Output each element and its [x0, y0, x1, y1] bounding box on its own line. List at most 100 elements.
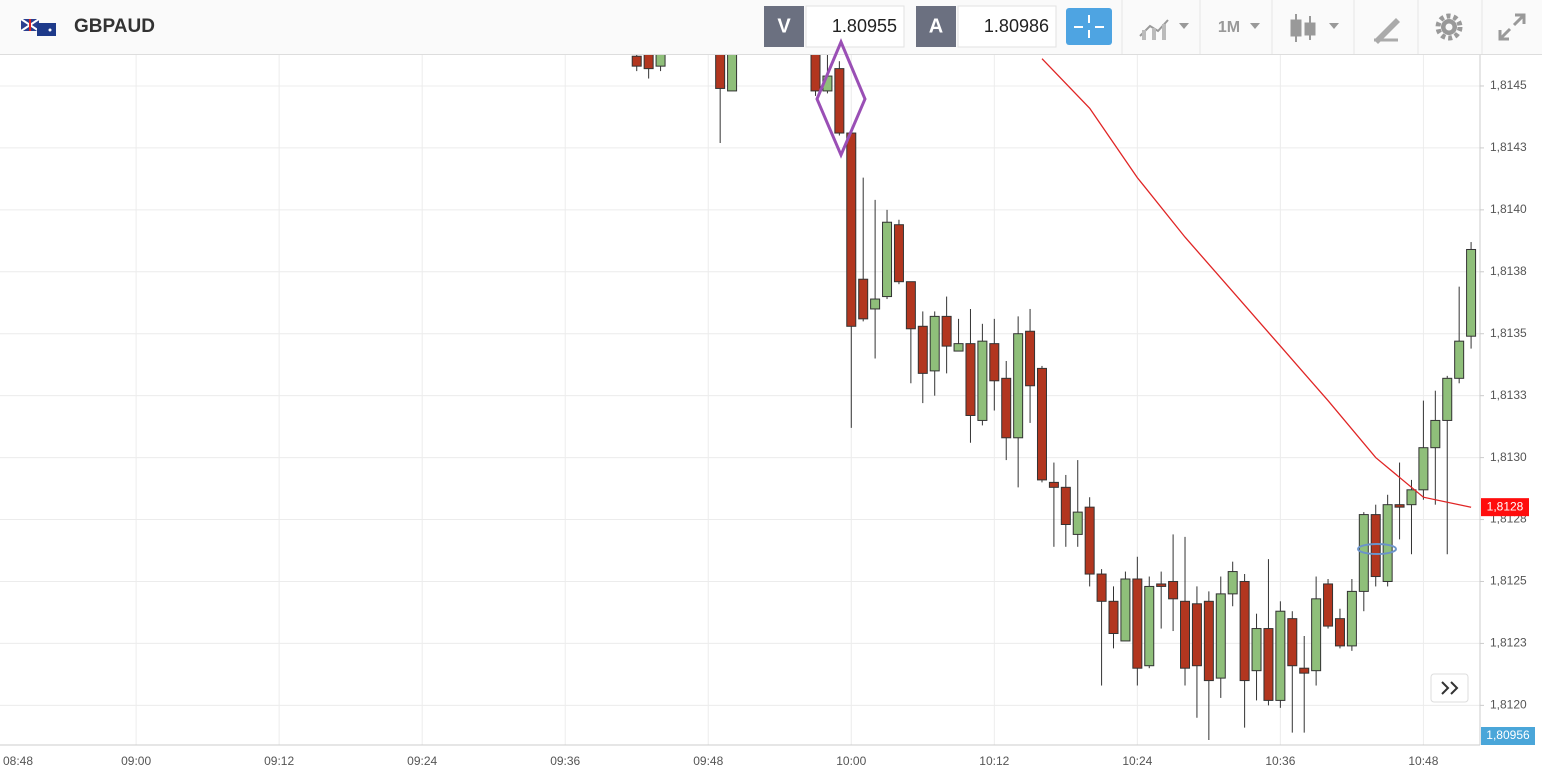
settings-button[interactable]: [1435, 13, 1463, 41]
x-tick-label: 09:24: [407, 754, 437, 768]
ellipse-marker: [1357, 543, 1397, 555]
candle-body-down: [1334, 618, 1345, 647]
y-tick-label: 1,8130: [1490, 450, 1527, 464]
candle-body-down: [858, 278, 869, 320]
candle-body-up: [727, 55, 738, 92]
candle-body-down: [1239, 580, 1250, 682]
candle-body-down: [1203, 600, 1214, 682]
candle-body-down: [1180, 600, 1191, 669]
candle-body-up: [953, 343, 964, 352]
crosshair-button[interactable]: [1066, 8, 1112, 45]
y-tick-label: 1,8123: [1490, 636, 1527, 650]
ma-tag: 1,8128: [1487, 499, 1524, 513]
ma-tag-bg: [1481, 498, 1529, 517]
y-tick-label: 1,8145: [1490, 78, 1527, 92]
candle-body-down: [1263, 628, 1274, 701]
candle-body-up: [977, 340, 988, 421]
candle-body-up: [1227, 571, 1238, 595]
candle-body-up: [1144, 585, 1155, 667]
candle-body-down: [1287, 618, 1298, 667]
candle-body-down: [1156, 583, 1167, 587]
candle-body-down: [1025, 330, 1036, 387]
candle-body-down: [846, 132, 857, 327]
timeframe: 1M: [1218, 19, 1240, 36]
candle-body-down: [1060, 486, 1071, 525]
candle-body-down: [1132, 578, 1143, 669]
drawing-tool-button[interactable]: [1374, 18, 1400, 44]
candle-body-down: [905, 281, 916, 330]
candle-body-down: [1001, 377, 1012, 439]
candle-body-down: [834, 68, 845, 134]
candle-body-up: [1430, 419, 1441, 449]
axes: 1,8120 1,8123 1,8125 1,8128 1,8130 1,8133 1,81…: [0, 55, 1527, 768]
candle-body-up: [655, 55, 666, 67]
x-tick-label: 10:48: [1408, 754, 1438, 768]
price-tags: 1,8128 1,80956: [1481, 498, 1535, 745]
candle-body-up: [1382, 504, 1393, 582]
x-tick-label: 09:12: [264, 754, 294, 768]
bid-label: V: [777, 15, 791, 37]
candle-body-up: [1406, 489, 1417, 506]
candle-body-down: [941, 315, 952, 347]
symbol: GBPAUD: [74, 16, 155, 37]
candle-body-down: [1394, 504, 1405, 508]
candle-style-button[interactable]: [1290, 14, 1339, 42]
y-tick-label: 1,8143: [1490, 140, 1527, 154]
price-tag: 1,80956: [1486, 728, 1530, 742]
candle-body-down: [643, 55, 654, 70]
candle-body-down: [1168, 580, 1179, 600]
ask-label: A: [929, 15, 943, 37]
toolbar: GBPAUD V 1.80955 A 1.80986 1M: [0, 0, 1542, 55]
chart-type-button[interactable]: [1139, 19, 1189, 40]
candle-body-down: [631, 55, 642, 67]
x-tick-label: 10:12: [979, 754, 1009, 768]
candle-body-up: [1346, 590, 1357, 647]
candle-body-down: [1323, 583, 1334, 627]
scroll-right-button[interactable]: [1430, 673, 1469, 703]
candle-body-down: [1108, 600, 1119, 635]
x-tick-label: 10:24: [1122, 754, 1152, 768]
candle-body-down: [1299, 667, 1310, 674]
timeframe-button[interactable]: 1M: [1218, 19, 1260, 36]
y-tick-label: 1,8135: [1490, 326, 1527, 340]
bid-button[interactable]: [764, 6, 804, 47]
candle-body-up: [1072, 511, 1083, 535]
ask-box: [957, 5, 1057, 48]
candle-body-down: [917, 325, 928, 374]
x-tick-label: 10:36: [1265, 754, 1295, 768]
moving-average-line: [1041, 58, 1472, 508]
candle-body-up: [870, 298, 881, 310]
candle-body-up: [1442, 377, 1453, 421]
bid-box: [805, 5, 905, 48]
candle-body-up: [1013, 333, 1024, 439]
diamond-marker: [815, 38, 867, 159]
candle-body-up: [1466, 248, 1477, 337]
candle-body-up: [1311, 598, 1322, 672]
candle-body-down: [810, 55, 821, 92]
y-tick-label: 1,8138: [1490, 264, 1527, 278]
y-tick-label: 1,8133: [1490, 388, 1527, 402]
x-tick-label: 08:48: [3, 754, 33, 768]
candle-body-down: [715, 55, 726, 89]
x-tick-label: 09:36: [550, 754, 580, 768]
y-tick-label: 1,8120: [1490, 698, 1527, 712]
ask-price: 1.80986: [984, 16, 1049, 36]
candle-body-up: [882, 221, 893, 298]
x-tick-label: 10:00: [836, 754, 866, 768]
candle-body-down: [1096, 573, 1107, 602]
y-tick-label: 1,8125: [1490, 574, 1527, 588]
candle-body-down: [1191, 603, 1202, 667]
candle-body-down: [1084, 506, 1095, 575]
candle-body-up: [929, 315, 940, 372]
fullscreen-button[interactable]: [1498, 13, 1526, 41]
bid-price: 1.80955: [832, 16, 897, 36]
ask-button[interactable]: [916, 6, 956, 47]
candle-body-down: [965, 343, 976, 416]
candle-body-down: [1370, 514, 1381, 578]
price-tag-bg: [1481, 727, 1535, 745]
candle-body-up: [1418, 447, 1429, 491]
x-tick-label: 09:00: [121, 754, 151, 768]
candle-body-down: [1036, 367, 1047, 481]
